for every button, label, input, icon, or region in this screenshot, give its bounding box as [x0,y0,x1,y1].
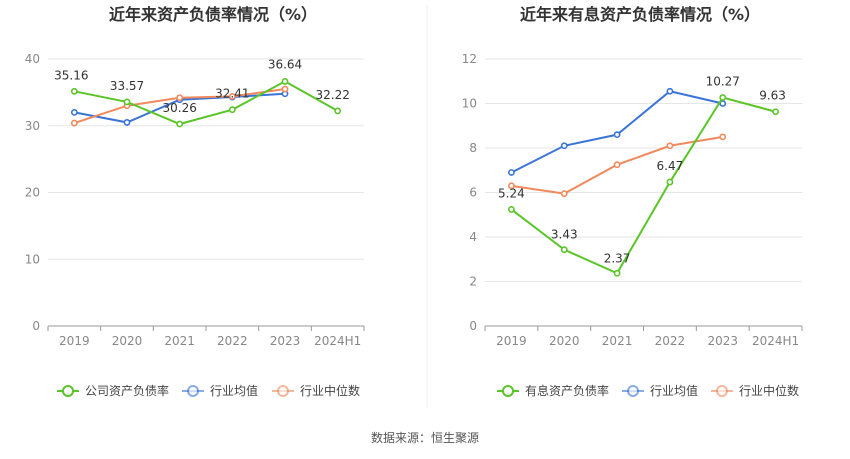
x-tick-label: 2020 [549,334,580,348]
data-label: 2.37 [604,251,631,265]
data-point [560,142,568,150]
y-tick-label: 10 [462,97,477,111]
data-point [666,87,674,95]
data-label: 5.24 [498,186,525,200]
data-point [176,94,184,102]
legend-label: 行业中位数 [739,383,799,398]
data-point [334,107,342,115]
data-label: 3.43 [551,228,578,242]
legend-swatch-marker [277,385,289,397]
data-point [719,94,727,101]
data-label: 9.63 [759,89,786,103]
y-tick-label: 2 [469,275,477,289]
data-label: 6.47 [657,159,684,173]
data-label: 35.16 [54,68,88,82]
legend-item: 行业中位数 [272,383,360,398]
data-point [560,190,568,198]
chart-title: 近年来资产负债率情况（%） [109,5,317,24]
data-point [560,246,568,254]
legend-label: 公司资产负债率 [85,383,169,398]
data-point [666,178,674,186]
x-tick-label: 2024H1 [752,334,799,348]
series-line-1 [510,96,776,275]
x-tick-label: 2023 [707,334,738,348]
chart-2: 近年来有息资产负债率情况（%） 0 2 4 6 8 10 12 2019 2020 2021 2022… [462,5,803,398]
data-label: 32.22 [315,88,349,102]
y-tick-label: 20 [25,186,40,200]
legend-swatch-marker [716,385,728,397]
data-point [70,119,78,127]
y-tick-label: 4 [469,230,477,244]
x-tick-label: 2024H1 [314,334,361,348]
legend-label: 行业均值 [650,383,698,398]
y-tick-label: 40 [25,52,40,66]
data-label: 36.64 [268,57,302,71]
x-tick-label: 2020 [112,334,143,348]
series-line-1 [74,80,339,126]
x-tick-label: 2019 [496,334,527,348]
y-tick-label: 8 [469,141,477,155]
data-point [281,85,289,93]
legend-item: 行业中位数 [711,383,799,398]
data-point [508,206,515,213]
legend-label: 行业中位数 [300,383,360,398]
x-tick-label: 2021 [602,334,633,348]
chart-title: 近年来有息资产负债率情况（%） [520,5,760,24]
legend-label: 有息资产负债率 [525,383,609,398]
data-point [666,142,674,150]
data-point [613,269,621,277]
data-point [508,169,515,176]
data-point [70,109,78,116]
data-point [508,182,515,190]
chart-1: 近年来资产负债率情况（%） 0 10 20 30 40 2019 2020 2021 2022 20… [25,5,365,398]
x-tick-label: 2022 [217,334,248,348]
legend-item: 公司资产负债率 [57,383,169,398]
data-point [70,87,78,95]
data-label: 32.41 [215,87,249,101]
data-label: 33.57 [110,79,144,93]
data-point [228,92,236,100]
legend-item: 有息资产负债率 [497,383,609,398]
legend-swatch-marker [627,385,639,397]
data-point [281,78,289,85]
x-tick-label: 2021 [164,334,195,348]
data-point [123,98,131,106]
data-point [719,133,727,141]
y-tick-label: 10 [25,252,40,266]
y-tick-label: 0 [469,319,477,333]
legend-item: 行业均值 [622,383,698,398]
y-tick-label: 0 [32,319,40,333]
data-label: 10.27 [706,74,740,88]
x-tick-label: 2022 [655,334,686,348]
legend-label: 行业均值 [210,383,258,398]
legend-swatch-marker [502,385,514,397]
legend-swatch-marker [187,385,199,397]
data-point [176,120,184,128]
data-point [613,131,621,139]
x-tick-label: 2019 [59,334,90,348]
y-tick-label: 6 [469,186,477,200]
legend-swatch-marker [62,385,74,397]
data-point [772,108,779,116]
data-point [228,106,236,114]
data-label: 30.26 [162,101,196,115]
y-tick-label: 30 [25,119,40,133]
data-point [613,161,621,169]
data-point [123,119,131,126]
y-tick-label: 12 [462,52,477,66]
legend-item: 行业均值 [182,383,258,398]
x-tick-label: 2023 [270,334,301,348]
data-source-note: 数据来源：恒生聚源 [370,431,479,445]
